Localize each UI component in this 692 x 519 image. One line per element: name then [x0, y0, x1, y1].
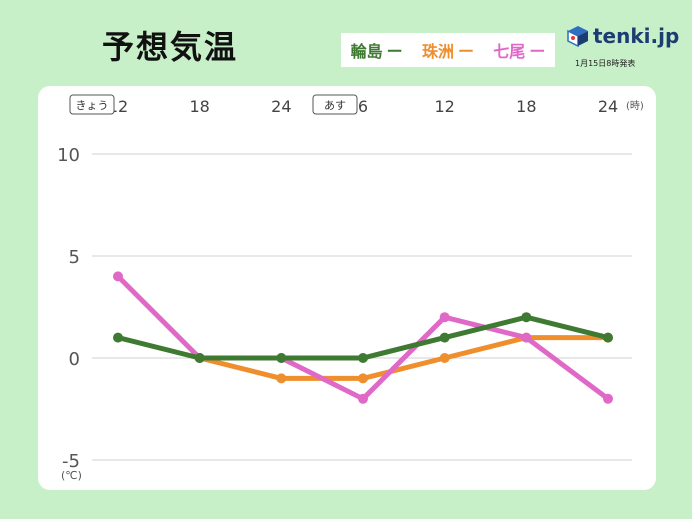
issued-time: 1月15日8時発表	[575, 59, 636, 68]
x-tick-label: 24	[598, 97, 618, 116]
day-tag-label: あす	[324, 99, 346, 112]
logo-text: tenki.jp	[593, 24, 680, 48]
data-point	[113, 271, 123, 282]
grid	[92, 153, 632, 461]
data-point	[358, 373, 368, 384]
legend-swatch: ー	[386, 42, 403, 61]
data-point	[113, 332, 123, 343]
data-point	[358, 353, 368, 363]
data-point	[521, 332, 532, 343]
series-group	[113, 271, 613, 404]
legend-label: 七尾	[493, 42, 526, 61]
data-point	[276, 353, 287, 363]
data-point	[521, 312, 532, 323]
x-tick-label: 6	[358, 97, 368, 116]
data-point	[603, 393, 613, 404]
legend-swatch: ー	[529, 42, 546, 61]
legend-label: 珠洲	[421, 42, 454, 61]
legend-item-nanao: 七尾 ー	[493, 38, 545, 62]
data-point	[439, 312, 450, 323]
legend-label: 輪島	[350, 42, 383, 61]
y-tick-label: -5	[62, 451, 80, 472]
tenki-cube-icon	[567, 26, 588, 47]
data-point	[358, 393, 368, 404]
y-tick-label: 10	[57, 145, 80, 166]
chart-title: 予想気温	[102, 28, 239, 66]
day-tag-label: きょう	[76, 99, 109, 112]
y-tick-label: 5	[69, 247, 80, 268]
x-tick-label: 12	[434, 97, 454, 116]
x-unit-label: (時)	[626, 100, 644, 112]
day-tag-box	[69, 94, 115, 115]
day-tags: きょう あす	[69, 94, 358, 115]
legend-item-suzu: 珠洲 ー	[422, 38, 474, 62]
y-axis: 10 5 0 -5(℃)	[57, 145, 82, 482]
data-point	[194, 353, 205, 363]
x-tick-label: 24	[271, 97, 291, 116]
chart-panel	[38, 86, 656, 490]
tenki-logo[interactable]: tenki.jp	[567, 24, 679, 48]
data-point	[276, 373, 287, 384]
legend-item-wajima: 輪島 ー	[351, 38, 403, 62]
data-point	[439, 332, 450, 343]
x-axis: 12 18 24 6 12 18 24 (時)	[108, 97, 644, 116]
x-tick-label: 18	[516, 97, 536, 116]
legend: 輪島 ー 珠洲 ー 七尾 ー	[341, 33, 555, 67]
data-point	[439, 353, 450, 363]
series-line	[197, 335, 611, 381]
y-tick-label: 0	[69, 349, 80, 370]
day-tag-box	[312, 94, 358, 115]
legend-swatch: ー	[457, 42, 474, 61]
y-unit-label: (℃)	[61, 469, 82, 482]
data-point	[603, 332, 613, 343]
x-tick-label: 18	[189, 97, 209, 116]
